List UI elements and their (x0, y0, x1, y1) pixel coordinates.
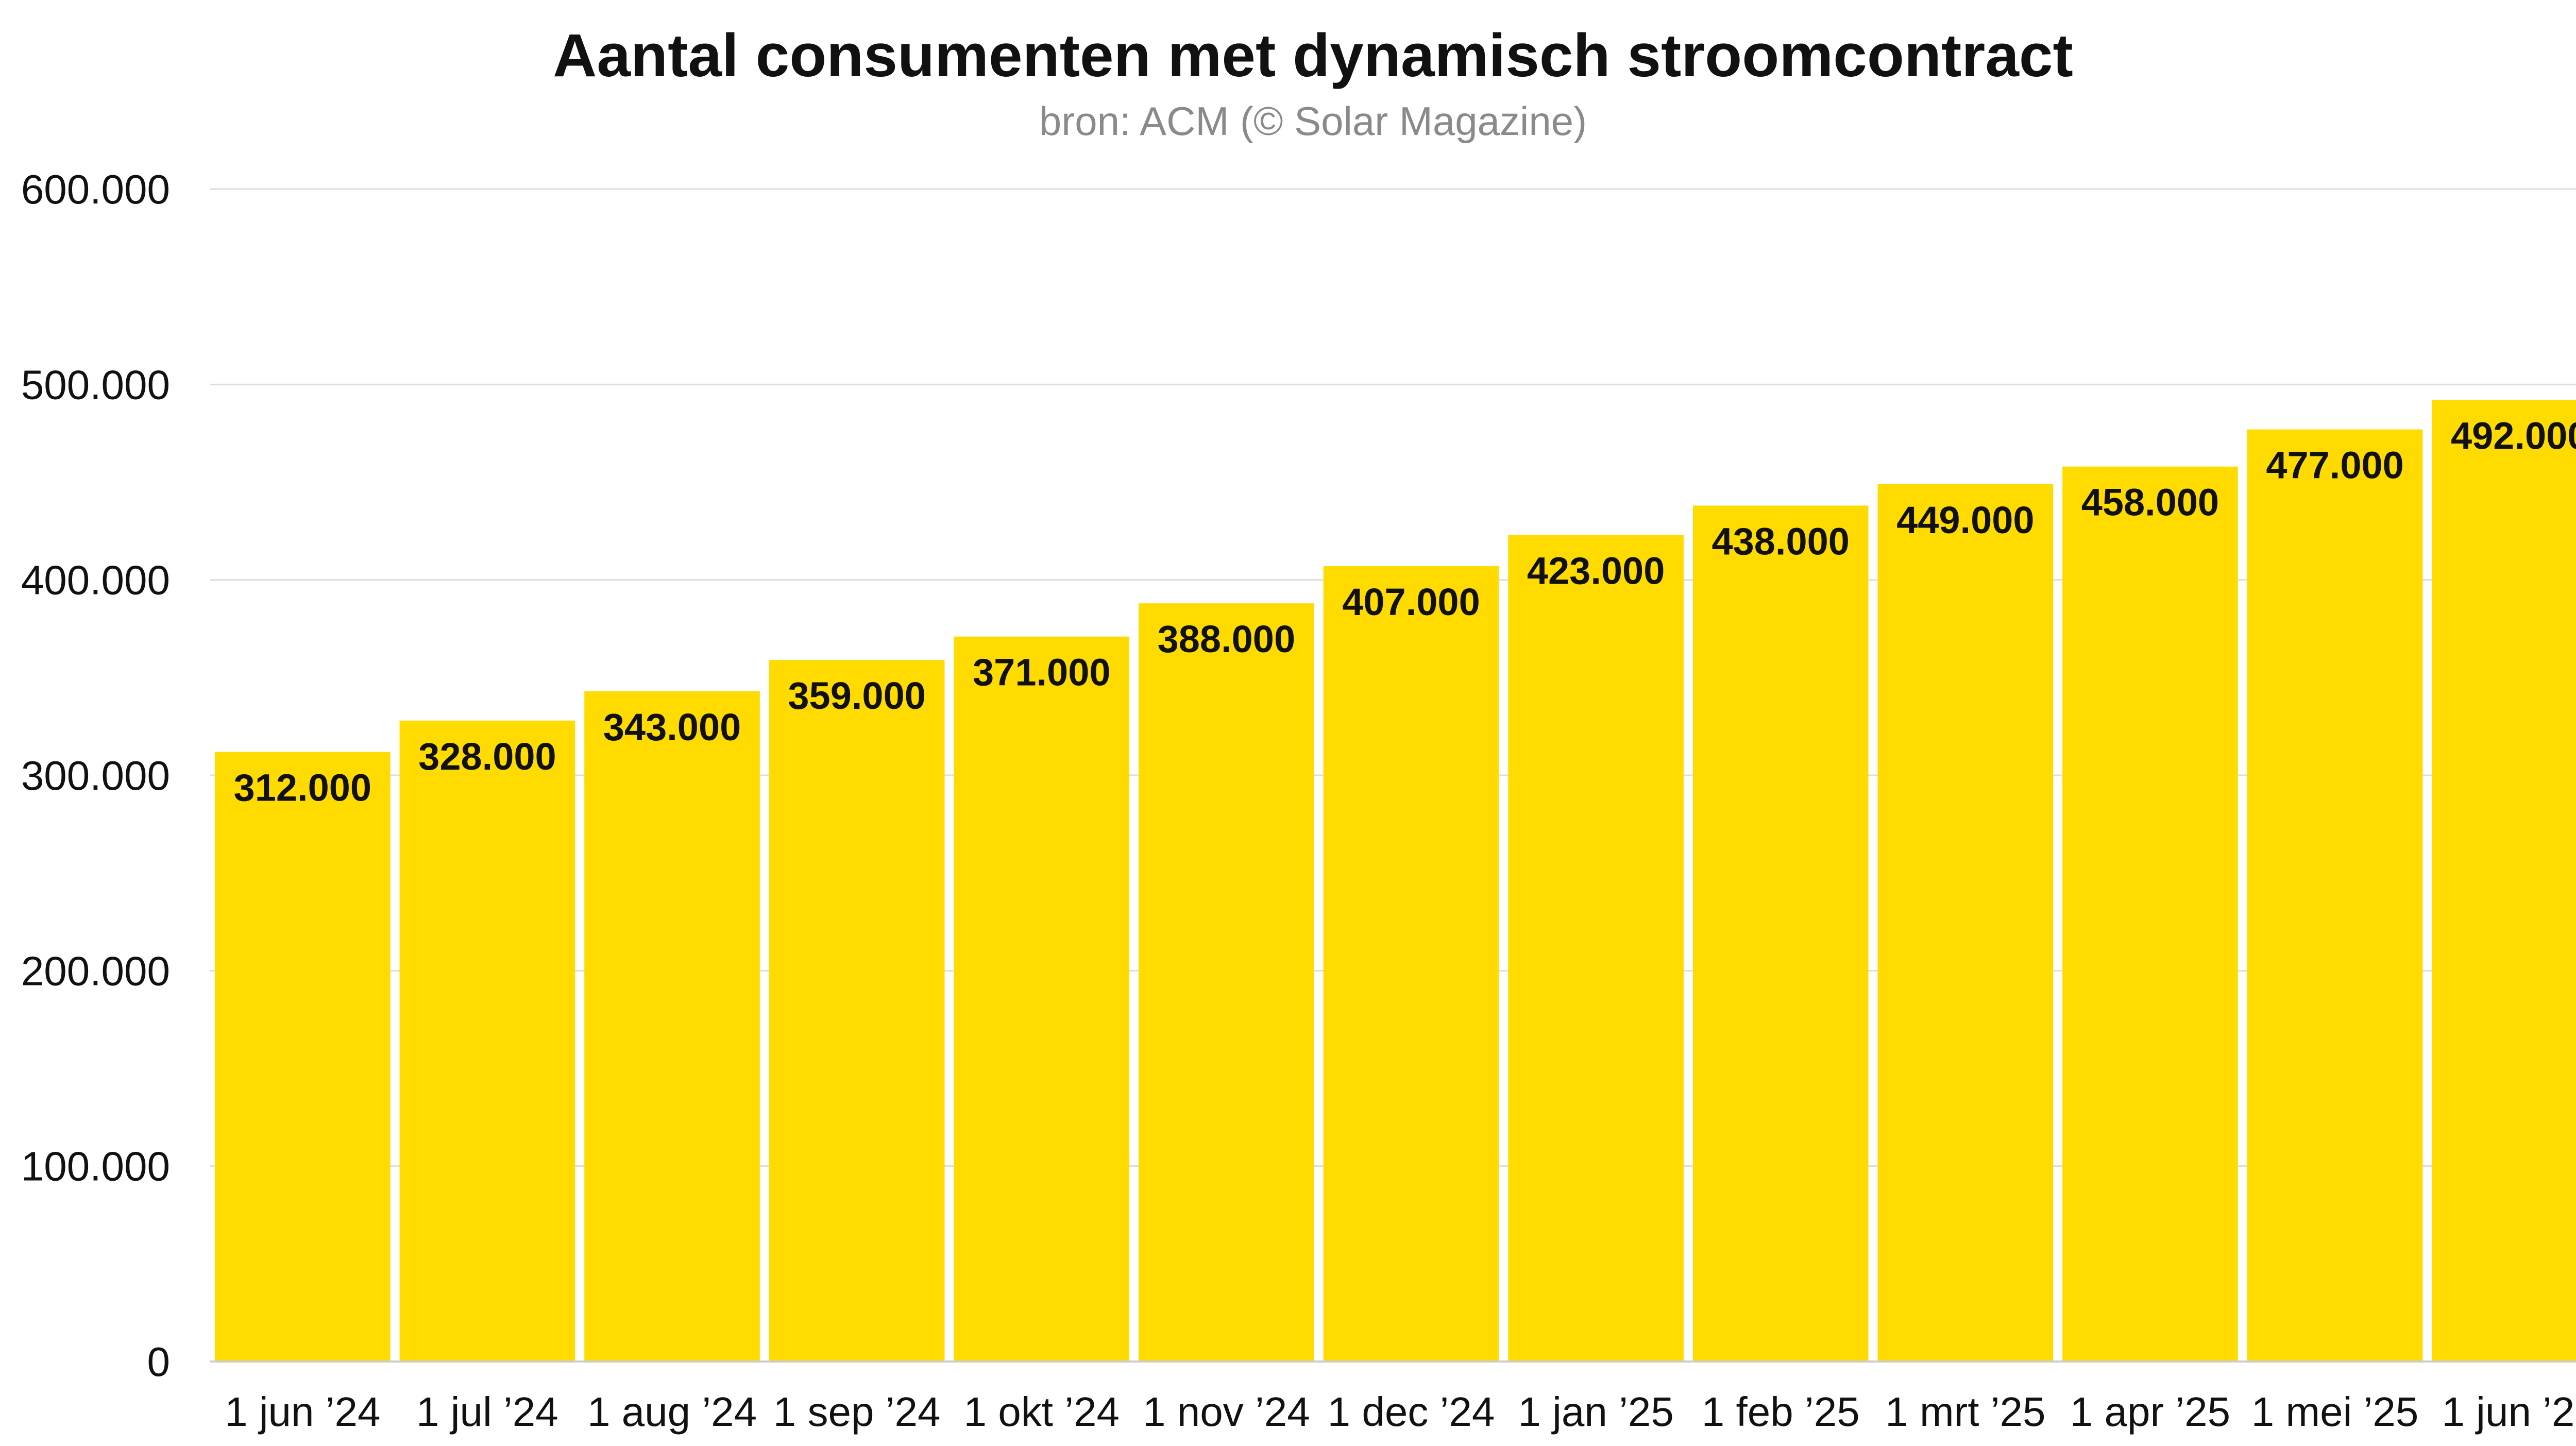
x-tick-label: 1 jan ’25 (1518, 1389, 1673, 1435)
data-label: 492.000 (2451, 415, 2576, 457)
y-tick-label: 600.000 (21, 166, 170, 212)
x-tick-label: 1 jul ’24 (416, 1389, 558, 1435)
y-tick-label: 400.000 (21, 557, 170, 603)
data-label: 407.000 (1342, 581, 1480, 623)
x-tick-label: 1 mei ’25 (2251, 1389, 2419, 1435)
bar (584, 691, 760, 1362)
data-label: 359.000 (788, 674, 926, 717)
data-label: 458.000 (2081, 481, 2219, 524)
x-tick-label: 1 nov ’24 (1143, 1389, 1310, 1435)
data-label: 388.000 (1158, 618, 1296, 660)
x-tick-label: 1 dec ’24 (1328, 1389, 1495, 1435)
x-tick-label: 1 mrt ’25 (1885, 1389, 2045, 1435)
data-label: 449.000 (1896, 499, 2035, 541)
bar (1323, 566, 1499, 1362)
bar (2432, 400, 2576, 1362)
bar (954, 636, 1130, 1362)
data-label: 477.000 (2266, 444, 2404, 487)
data-label: 343.000 (603, 706, 741, 748)
y-tick-label: 200.000 (21, 948, 170, 994)
bar (1508, 535, 1684, 1362)
bar (215, 752, 391, 1362)
x-tick-label: 1 jun ’24 (225, 1389, 380, 1435)
x-tick-label: 1 okt ’24 (964, 1389, 1120, 1435)
x-tick-label: 1 feb ’25 (1702, 1389, 1860, 1435)
x-tick-label: 1 sep ’24 (773, 1389, 941, 1435)
chart-title: Aantal consumenten met dynamisch stroomc… (553, 22, 2073, 90)
chart-subtitle: bron: ACM (© Solar Magazine) (1039, 98, 1587, 144)
bar (769, 660, 945, 1362)
bar (399, 720, 575, 1362)
data-label: 328.000 (418, 735, 556, 778)
y-tick-label: 300.000 (21, 753, 170, 798)
bar (2247, 429, 2423, 1362)
bar (2062, 466, 2238, 1362)
x-tick-label: 1 apr ’25 (2070, 1389, 2230, 1435)
bar (1139, 603, 1314, 1362)
bar (1877, 484, 2054, 1362)
bar (1692, 505, 1869, 1362)
y-tick-label: 500.000 (21, 362, 170, 407)
data-label: 438.000 (1711, 520, 1850, 563)
data-label: 371.000 (973, 651, 1111, 694)
x-tick-label: 1 jun ’25 (2442, 1389, 2576, 1435)
y-tick-label: 100.000 (21, 1144, 170, 1189)
x-tick-label: 1 aug ’24 (587, 1389, 757, 1435)
data-label: 312.000 (234, 766, 372, 809)
y-tick-label: 0 (147, 1339, 171, 1385)
data-label: 423.000 (1527, 549, 1665, 592)
